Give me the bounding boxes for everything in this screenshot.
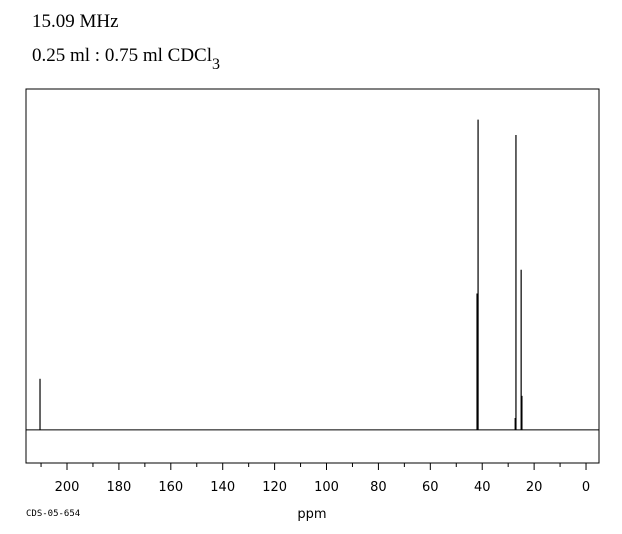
x-tick-label: 140 (210, 480, 235, 495)
x-tick-label: 120 (262, 480, 287, 495)
subtitle-text: 0.25 ml : 0.75 ml CDCl (32, 45, 212, 66)
x-tick-label: 160 (158, 480, 183, 495)
x-tick-label: 0 (582, 480, 590, 495)
plot-frame (25, 88, 600, 464)
x-tick-label: 60 (422, 480, 439, 495)
x-tick-label: 180 (106, 480, 131, 495)
x-tick-label: 200 (55, 480, 80, 495)
chart-subtitle: 0.25 ml : 0.75 ml CDCl3 (32, 45, 220, 73)
x-axis-label: ppm (297, 507, 326, 522)
x-tick-label: 100 (314, 480, 339, 495)
subtitle-subscript: 3 (212, 56, 220, 73)
x-tick-label: 80 (370, 480, 387, 495)
x-tick-label: 40 (474, 480, 491, 495)
x-tick-label: 20 (526, 480, 543, 495)
chart-title: 15.09 MHz (32, 11, 119, 32)
spectrum-code: CDS-05-654 (26, 509, 80, 519)
